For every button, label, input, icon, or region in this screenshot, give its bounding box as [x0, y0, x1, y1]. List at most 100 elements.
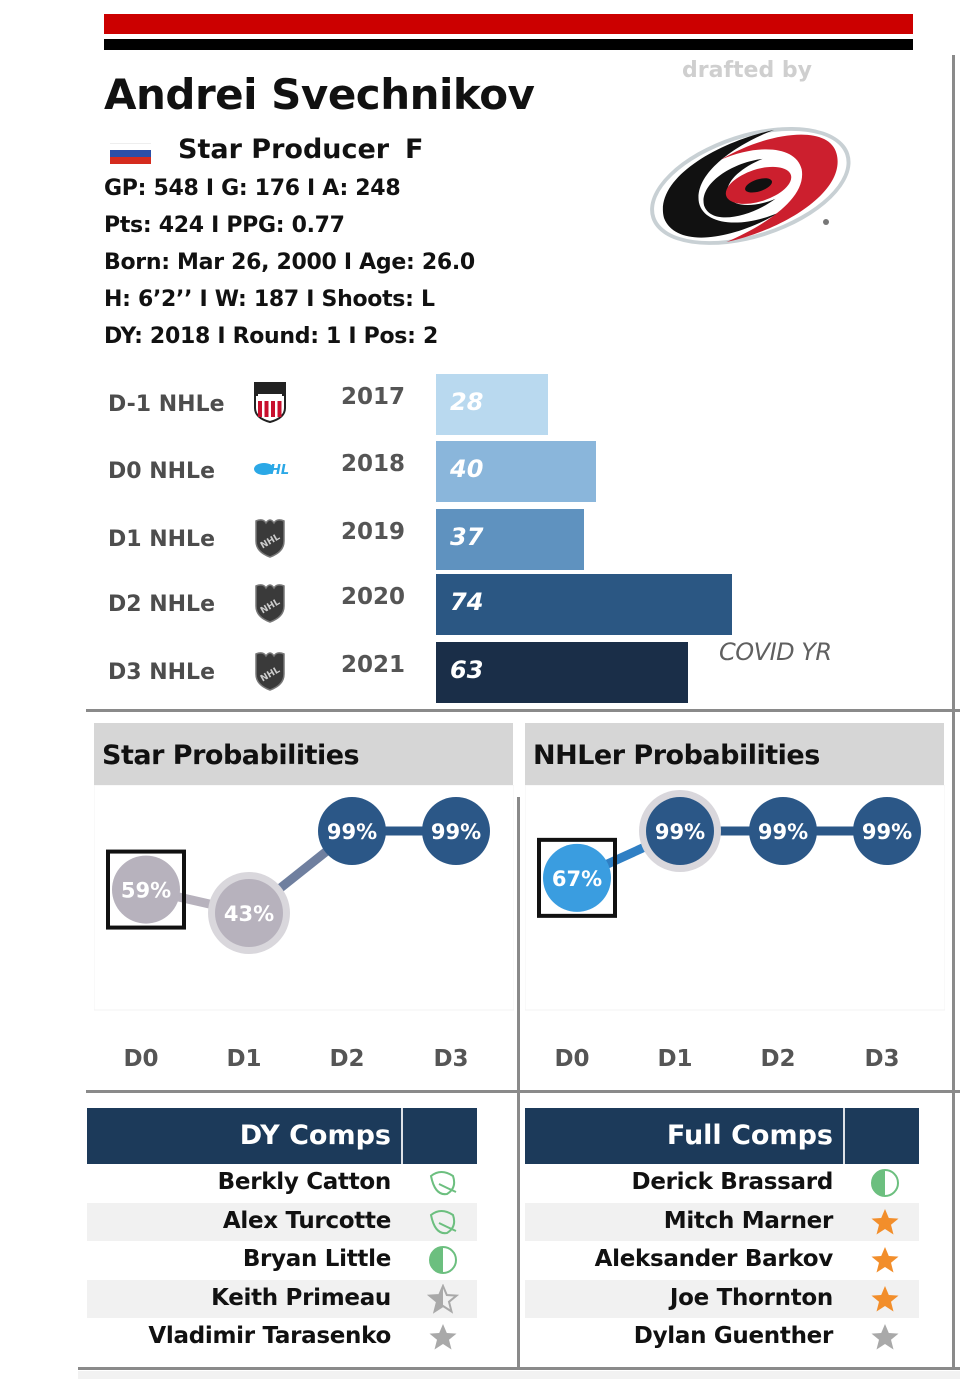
orange-star-icon	[869, 1207, 901, 1237]
star-probabilities-chart: 59% 43% 99% 99% D0 D1 D2 D3	[94, 785, 514, 1072]
data-point[interactable]	[318, 797, 386, 865]
player-name: Andrei Svechnikov	[104, 70, 535, 119]
nhl-logo-icon: NHL	[250, 648, 290, 692]
data-point-label: 99%	[431, 820, 481, 844]
comp-player-name: Alex Turcotte	[222, 1207, 391, 1234]
dy-comps-header: DY Comps	[87, 1108, 477, 1164]
nhle-value-label: 40	[450, 455, 484, 483]
x-tick-label: D2	[760, 1046, 795, 1072]
comp-row[interactable]: Mitch Marner	[525, 1202, 919, 1241]
data-point[interactable]	[112, 855, 180, 924]
data-point[interactable]	[646, 797, 714, 865]
header-separator	[843, 1108, 845, 1164]
comp-row[interactable]: Dylan Guenther	[525, 1318, 919, 1357]
x-tick-label: D0	[123, 1046, 158, 1072]
player-archetype: Star Producer	[178, 134, 390, 165]
carolina-hurricanes-logo-icon	[650, 126, 851, 245]
dy-comps-table: DY Comps Berkly Catton Alex Turcotte Bryan…	[87, 1108, 477, 1357]
data-point-label: 99%	[327, 820, 377, 844]
data-point-label: 59%	[121, 879, 171, 903]
x-tick-label: D3	[864, 1046, 899, 1072]
section-divider-1	[86, 709, 960, 712]
selected-node-box	[106, 849, 186, 930]
grey-star-icon	[869, 1322, 901, 1352]
leaf-icon	[427, 1168, 459, 1198]
star-probabilities-header: Star Probabilities	[94, 723, 513, 785]
orange-star-icon	[869, 1245, 901, 1275]
player-position: F	[405, 134, 424, 165]
x-tick-label: D3	[433, 1046, 468, 1072]
covid-year-annotation: COVID YR	[719, 638, 832, 666]
comp-row[interactable]: Berkly Catton	[87, 1164, 477, 1203]
comp-row[interactable]: Alex Turcotte	[87, 1202, 477, 1241]
full-comps-table: Full Comps Derick Brassard Mitch Marner Al…	[525, 1108, 919, 1357]
comp-player-name: Mitch Marner	[663, 1207, 834, 1234]
star-probabilities-title: Star Probabilities	[102, 740, 360, 771]
top-red-stripe	[104, 14, 913, 34]
comp-player-name: Joe Thornton	[669, 1284, 833, 1311]
x-tick-label: D1	[226, 1046, 261, 1072]
comp-player-name: Keith Primeau	[211, 1284, 391, 1311]
data-point[interactable]	[215, 879, 283, 947]
data-point-label: 99%	[862, 820, 912, 844]
drafted-by-label: drafted by	[682, 58, 812, 83]
bottom-strip	[78, 1371, 960, 1379]
comp-row[interactable]: Joe Thornton	[525, 1279, 919, 1318]
comp-player-name: Dylan Guenther	[633, 1323, 834, 1349]
nhle-bar: 63	[436, 642, 688, 703]
stat-line-physical: H: 6’2’’ I W: 187 I Shoots: L	[104, 287, 435, 312]
nhle-value-label: 28	[450, 388, 484, 416]
dy-comps-title: DY Comps	[239, 1120, 391, 1151]
data-point-label: 67%	[552, 867, 602, 891]
stat-line-career: GP: 548 I G: 176 I A: 248	[104, 176, 401, 201]
ushl-logo-icon	[250, 380, 290, 424]
column-divider	[517, 797, 520, 1367]
nhle-value-label: 74	[450, 588, 484, 616]
grey-star-icon	[427, 1322, 459, 1352]
nhl-logo-icon: NHL	[250, 580, 290, 624]
nhle-season: 2019	[341, 519, 406, 545]
data-point-label: 99%	[655, 820, 705, 844]
comp-row[interactable]: Bryan Little	[87, 1241, 477, 1280]
nhle-row-label: D0 NHLe	[108, 459, 215, 484]
comp-row[interactable]: Keith Primeau	[87, 1279, 477, 1318]
comp-player-name: Aleksander Barkov	[594, 1246, 834, 1272]
comp-player-name: Derick Brassard	[631, 1169, 834, 1195]
comp-row[interactable]: Derick Brassard	[525, 1164, 919, 1203]
nhle-bar: 40	[436, 441, 596, 502]
full-comps-header: Full Comps	[525, 1108, 919, 1164]
data-point[interactable]	[422, 797, 490, 865]
comp-row[interactable]: Vladimir Tarasenko	[87, 1318, 477, 1357]
frame-right-border	[952, 55, 955, 1370]
top-black-stripe	[104, 39, 913, 50]
nhle-value-label: 63	[450, 656, 484, 684]
section-divider-2	[86, 1090, 960, 1093]
data-point-label: 99%	[758, 820, 808, 844]
comp-row[interactable]: Aleksander Barkov	[525, 1241, 919, 1280]
x-tick-label: D0	[554, 1046, 589, 1072]
nhler-probabilities-chart: 67% 99% 99% 99% D0 D1 D2 D3	[525, 785, 945, 1072]
nhle-row-label: D1 NHLe	[108, 527, 215, 552]
comp-player-name: Berkly Catton	[217, 1169, 392, 1195]
nhle-season: 2018	[341, 451, 406, 477]
data-point[interactable]	[749, 797, 817, 865]
orange-star-icon	[869, 1284, 901, 1314]
nhl-logo-icon: NHL	[250, 515, 290, 559]
selected-node-box	[537, 837, 617, 918]
nhle-season: 2017	[341, 384, 406, 410]
half-circle-icon	[869, 1168, 901, 1198]
nhle-season: 2021	[341, 652, 406, 678]
nhle-bar: 37	[436, 509, 584, 570]
data-point[interactable]	[853, 797, 921, 865]
nhle-row-label: D3 NHLe	[108, 660, 215, 685]
x-tick-label: D1	[657, 1046, 692, 1072]
russia-flag-icon	[110, 143, 151, 164]
stat-line-draft: DY: 2018 I Round: 1 I Pos: 2	[104, 324, 438, 349]
data-point[interactable]	[543, 843, 611, 912]
comp-player-name: Vladimir Tarasenko	[148, 1323, 391, 1349]
nhle-value-label: 37	[450, 523, 484, 551]
half-circle-icon	[427, 1245, 459, 1275]
full-comps-title: Full Comps	[666, 1120, 833, 1151]
comp-player-name: Bryan Little	[242, 1246, 391, 1272]
leaf-icon	[427, 1207, 459, 1237]
